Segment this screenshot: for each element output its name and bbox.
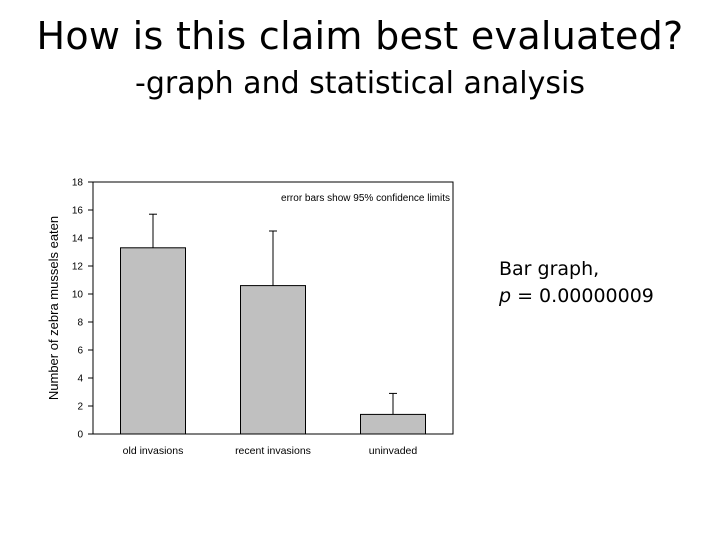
p-value: p = 0.00000009	[499, 283, 654, 310]
x-tick-label: old invasions	[123, 445, 184, 457]
bar	[240, 285, 306, 435]
y-tick-label: 4	[77, 374, 83, 385]
slide-subtitle: -graph and statistical analysis	[135, 66, 585, 101]
bar	[360, 413, 426, 435]
y-tick-label: 14	[72, 234, 84, 245]
chart-annotation: error bars show 95% confidence limits	[281, 193, 450, 204]
p-symbol: p	[499, 285, 512, 307]
slide-title: How is this claim best evaluated?	[36, 14, 684, 58]
bar	[120, 247, 186, 435]
x-tick-label: recent invasions	[235, 445, 311, 457]
y-tick-label: 10	[72, 290, 84, 301]
result-note-line1: Bar graph,	[499, 258, 600, 280]
p-value-number: = 0.00000009	[511, 285, 654, 307]
y-axis-label: Number of zebra mussels eaten	[46, 216, 61, 400]
x-tick-label: uninvaded	[369, 445, 418, 457]
y-tick-label: 12	[72, 262, 84, 273]
result-note: Bar graph, p = 0.00000009	[499, 256, 654, 310]
y-tick-label: 18	[72, 178, 84, 189]
y-tick-label: 6	[77, 346, 83, 357]
y-tick-label: 8	[77, 318, 83, 329]
y-tick-label: 0	[77, 430, 83, 441]
y-tick-label: 2	[77, 402, 83, 413]
y-tick-label: 16	[72, 206, 84, 217]
